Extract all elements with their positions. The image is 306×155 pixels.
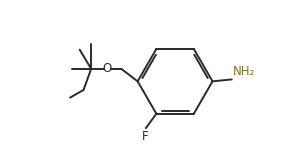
- Text: NH₂: NH₂: [233, 65, 255, 78]
- Text: O: O: [103, 62, 112, 75]
- Text: F: F: [142, 130, 148, 143]
